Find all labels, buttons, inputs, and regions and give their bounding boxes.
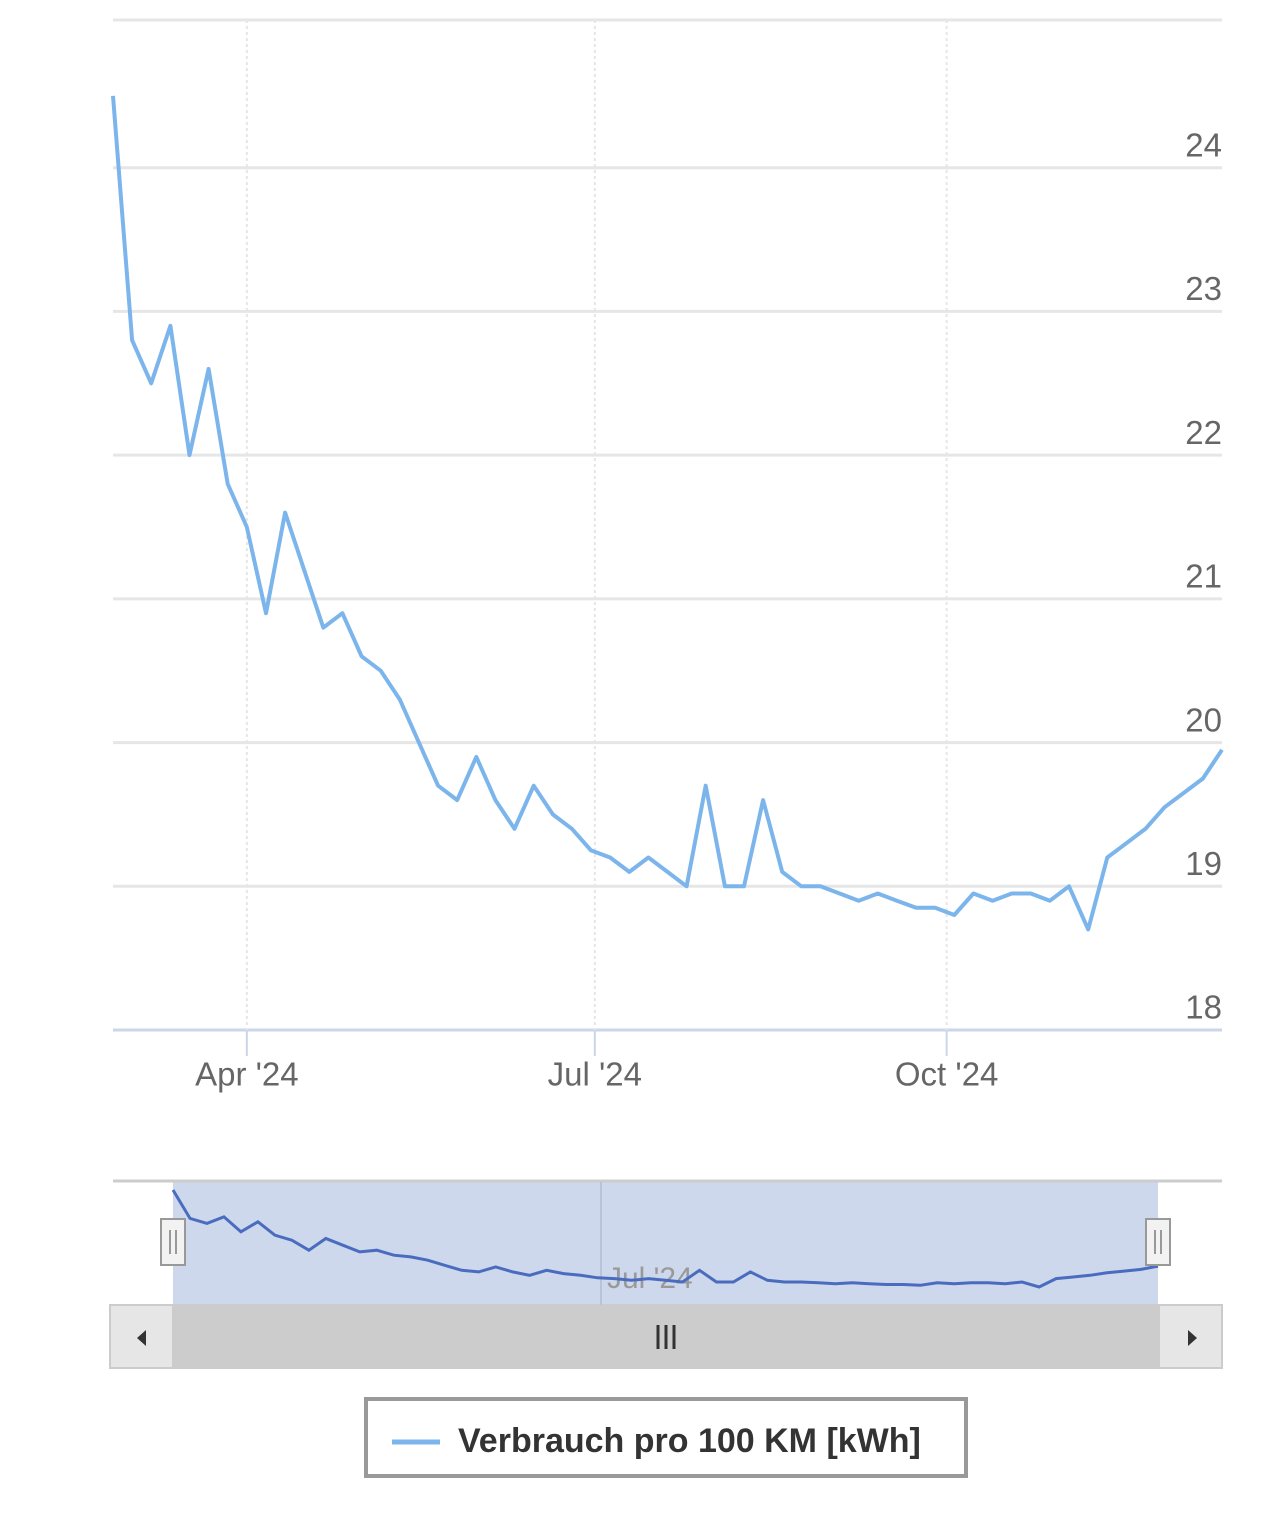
- navigator-handle-grip: [1154, 1230, 1162, 1254]
- x-tick-label: Oct '24: [895, 1056, 999, 1093]
- y-tick-label: 23: [1185, 270, 1222, 307]
- scrollbar-grip: [656, 1325, 676, 1349]
- navigator-handle[interactable]: [1145, 1218, 1171, 1266]
- scroll-left-arrow[interactable]: [137, 1330, 146, 1346]
- y-tick-label: 22: [1185, 414, 1222, 451]
- y-tick-label: 21: [1185, 558, 1222, 595]
- navigator-line: [171, 1189, 1159, 1289]
- navigator-handle[interactable]: [160, 1218, 186, 1266]
- x-tick-label: Apr '24: [195, 1056, 299, 1093]
- y-tick-label: 20: [1185, 701, 1222, 738]
- navigator-handle-grip: [169, 1230, 177, 1254]
- x-tick-label: Jul '24: [548, 1056, 642, 1093]
- scroll-right-arrow[interactable]: [1188, 1330, 1197, 1346]
- y-tick-label: 19: [1185, 845, 1222, 882]
- y-tick-label: 18: [1185, 989, 1222, 1026]
- y-tick-label: 24: [1185, 126, 1222, 163]
- legend-box: [364, 1397, 968, 1478]
- legend-label[interactable]: Verbrauch pro 100 KM [kWh]: [458, 1422, 921, 1460]
- series-line: [111, 95, 1224, 932]
